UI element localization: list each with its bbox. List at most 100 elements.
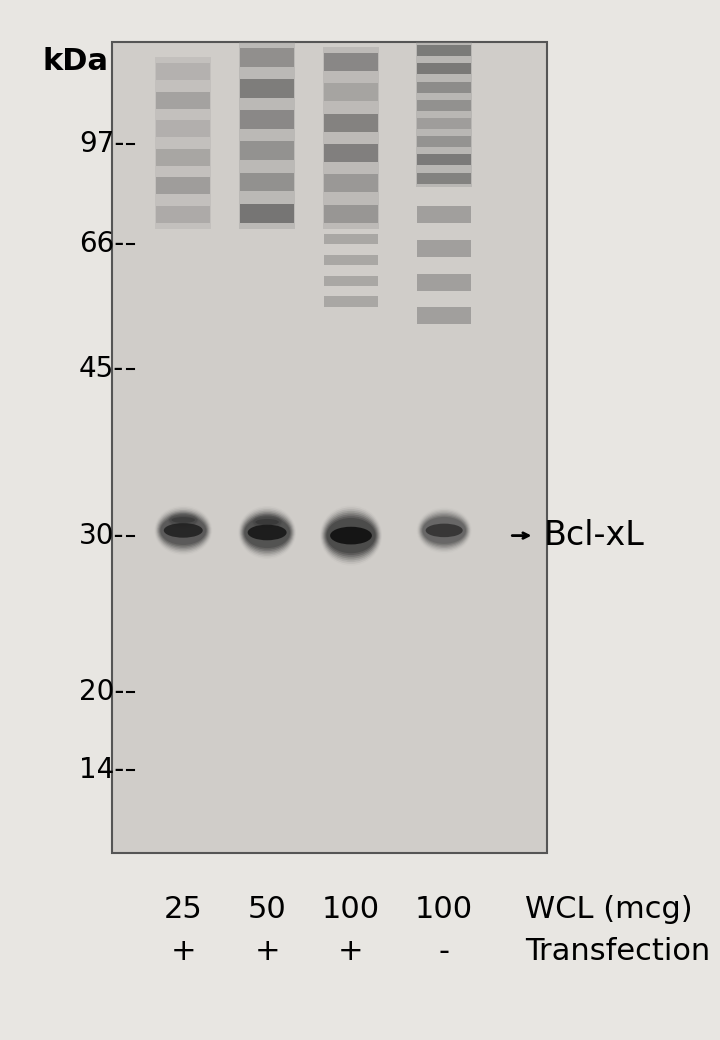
FancyBboxPatch shape xyxy=(418,240,471,257)
Ellipse shape xyxy=(251,514,283,530)
Ellipse shape xyxy=(239,508,295,557)
Ellipse shape xyxy=(158,513,208,548)
FancyBboxPatch shape xyxy=(156,63,210,80)
Ellipse shape xyxy=(160,515,207,546)
Ellipse shape xyxy=(169,514,197,526)
Ellipse shape xyxy=(252,515,282,529)
Ellipse shape xyxy=(240,511,294,554)
Ellipse shape xyxy=(240,510,294,556)
Text: 100: 100 xyxy=(415,895,473,925)
Ellipse shape xyxy=(330,527,372,545)
FancyBboxPatch shape xyxy=(324,255,378,265)
Ellipse shape xyxy=(420,514,467,547)
Text: 97-: 97- xyxy=(79,130,125,157)
FancyBboxPatch shape xyxy=(418,274,471,290)
Ellipse shape xyxy=(325,516,377,555)
Ellipse shape xyxy=(323,513,379,558)
FancyBboxPatch shape xyxy=(418,173,471,183)
Text: +: + xyxy=(338,937,364,966)
Ellipse shape xyxy=(168,512,199,528)
Ellipse shape xyxy=(168,513,199,527)
FancyBboxPatch shape xyxy=(156,92,210,109)
FancyBboxPatch shape xyxy=(240,141,294,160)
Ellipse shape xyxy=(325,515,377,556)
Ellipse shape xyxy=(326,518,376,553)
Ellipse shape xyxy=(418,509,471,552)
Ellipse shape xyxy=(167,512,199,528)
Ellipse shape xyxy=(423,517,466,544)
Ellipse shape xyxy=(422,516,467,545)
FancyBboxPatch shape xyxy=(418,100,471,111)
Text: 100: 100 xyxy=(322,895,380,925)
FancyBboxPatch shape xyxy=(112,42,546,853)
Ellipse shape xyxy=(251,513,284,531)
FancyBboxPatch shape xyxy=(416,42,472,187)
FancyBboxPatch shape xyxy=(324,296,378,307)
Ellipse shape xyxy=(253,516,281,528)
FancyBboxPatch shape xyxy=(418,119,471,129)
FancyBboxPatch shape xyxy=(240,79,294,98)
Ellipse shape xyxy=(168,513,198,527)
FancyBboxPatch shape xyxy=(324,276,378,286)
Text: -: - xyxy=(438,937,450,966)
FancyBboxPatch shape xyxy=(324,83,378,102)
Text: 66-: 66- xyxy=(79,231,125,258)
Text: 20-: 20- xyxy=(79,678,125,705)
Text: +: + xyxy=(254,937,280,966)
FancyBboxPatch shape xyxy=(240,204,294,223)
FancyBboxPatch shape xyxy=(324,175,378,192)
Ellipse shape xyxy=(158,512,209,549)
Ellipse shape xyxy=(248,525,287,541)
FancyBboxPatch shape xyxy=(324,205,378,223)
Text: 50: 50 xyxy=(248,895,287,925)
FancyBboxPatch shape xyxy=(240,110,294,129)
Text: 45-: 45- xyxy=(79,356,125,383)
Ellipse shape xyxy=(169,514,197,526)
FancyBboxPatch shape xyxy=(240,48,294,67)
Ellipse shape xyxy=(163,523,203,538)
Text: 14-: 14- xyxy=(79,756,125,783)
Ellipse shape xyxy=(243,516,291,550)
Text: 30-: 30- xyxy=(78,522,125,549)
FancyBboxPatch shape xyxy=(418,206,471,223)
Ellipse shape xyxy=(418,511,470,551)
Ellipse shape xyxy=(252,514,282,530)
FancyBboxPatch shape xyxy=(240,173,294,191)
FancyBboxPatch shape xyxy=(324,113,378,132)
Text: 25: 25 xyxy=(164,895,202,925)
Ellipse shape xyxy=(420,513,469,548)
FancyBboxPatch shape xyxy=(156,178,210,194)
FancyBboxPatch shape xyxy=(418,155,471,165)
Ellipse shape xyxy=(256,519,279,525)
FancyBboxPatch shape xyxy=(418,136,471,148)
FancyBboxPatch shape xyxy=(324,53,378,71)
Text: kDa: kDa xyxy=(42,47,109,76)
Ellipse shape xyxy=(323,511,379,561)
Ellipse shape xyxy=(156,509,210,552)
Ellipse shape xyxy=(157,510,210,551)
Ellipse shape xyxy=(156,508,212,553)
FancyBboxPatch shape xyxy=(418,46,471,56)
FancyBboxPatch shape xyxy=(418,308,471,324)
FancyBboxPatch shape xyxy=(418,82,471,93)
Text: Transfection: Transfection xyxy=(525,937,710,966)
Ellipse shape xyxy=(161,516,206,545)
FancyBboxPatch shape xyxy=(156,57,211,229)
Ellipse shape xyxy=(243,514,292,551)
FancyBboxPatch shape xyxy=(239,42,295,229)
Ellipse shape xyxy=(322,510,380,563)
Ellipse shape xyxy=(242,513,292,553)
Text: Bcl-xL: Bcl-xL xyxy=(544,519,644,552)
Ellipse shape xyxy=(244,517,290,548)
FancyBboxPatch shape xyxy=(323,47,379,229)
Ellipse shape xyxy=(321,508,381,564)
FancyBboxPatch shape xyxy=(418,63,471,75)
FancyBboxPatch shape xyxy=(156,149,210,166)
Text: +: + xyxy=(171,937,196,966)
Text: WCL (mcg): WCL (mcg) xyxy=(525,895,693,925)
FancyBboxPatch shape xyxy=(156,206,210,224)
Ellipse shape xyxy=(426,524,463,538)
FancyBboxPatch shape xyxy=(324,234,378,244)
FancyBboxPatch shape xyxy=(324,144,378,162)
Ellipse shape xyxy=(419,512,469,549)
